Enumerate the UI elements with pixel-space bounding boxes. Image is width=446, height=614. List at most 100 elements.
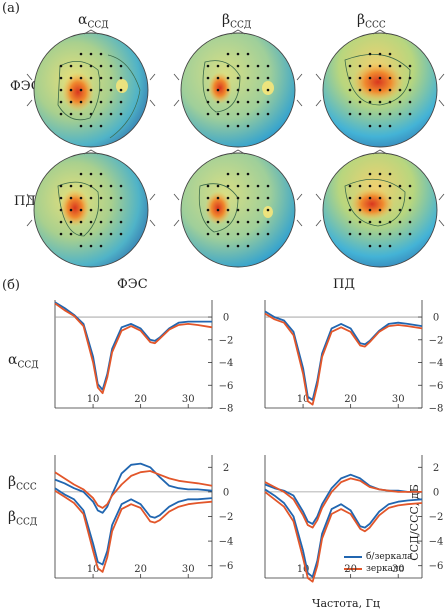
electrode-dot (246, 232, 250, 236)
y-tick-label: 2 (223, 463, 229, 474)
electrode-dot (89, 100, 93, 104)
electrode-dot (216, 232, 220, 236)
electrode-dot (408, 100, 412, 104)
electrode-dot (236, 52, 240, 56)
electrode-dot (358, 100, 362, 104)
electrode-dot (109, 88, 113, 92)
electrode-dot (408, 64, 412, 68)
chart-panel-1: 10 20 30 0 −2 −4 −6 −8 (54, 300, 234, 415)
electrode-dot (109, 208, 113, 212)
electrode-dot (266, 220, 270, 224)
electrode-dot (109, 100, 113, 104)
topomap-col-title-2: βССД (222, 12, 251, 31)
electrode-dot (226, 112, 230, 116)
electrode-dot (408, 220, 412, 224)
electrode-dot (388, 112, 392, 116)
x-tick-label: 30 (392, 564, 405, 575)
electrode-dot (236, 100, 240, 104)
electrode-dot (99, 220, 103, 224)
chart-col-title-1: ФЭС (117, 277, 148, 292)
x-axis-label: Частота, Гц (312, 597, 380, 610)
electrode-dot (99, 232, 103, 236)
electrode-dot (89, 52, 93, 56)
y-tick-label: 0 (433, 487, 439, 498)
series-line (54, 487, 213, 566)
electrode-dot (59, 184, 63, 188)
y-tick-label: −2 (219, 335, 234, 346)
electrode-dot (236, 220, 240, 224)
electrode-dot (59, 64, 63, 68)
electrode-dot (59, 196, 63, 200)
y-tick-label: −6 (219, 561, 234, 572)
legend-label-no-mirror: б/зеркала (366, 552, 413, 562)
row-top-subscript: ССД (17, 360, 39, 371)
electrode-dot (79, 184, 83, 188)
electrode-dot (59, 220, 63, 224)
electrode-dot (69, 196, 73, 200)
electrode-dot (348, 208, 352, 212)
electrode-dot (59, 112, 63, 116)
electrode-dot (206, 196, 210, 200)
electrode-dot (246, 112, 250, 116)
electrode-dot (256, 76, 260, 80)
electrode-dot (348, 184, 352, 188)
topomap-pd-alpha-ssd (33, 152, 149, 268)
col3-symbol: β (357, 12, 366, 28)
electrode-dot (358, 76, 362, 80)
electrode-dot (79, 76, 83, 80)
electrode-dot (59, 208, 63, 212)
electrode-dot (89, 196, 93, 200)
electrode-dot (368, 88, 372, 92)
electrode-dot (109, 184, 113, 188)
electrode-dot (348, 88, 352, 92)
electrode-dot (206, 64, 210, 68)
electrode-dot (69, 76, 73, 80)
electrode-dot (378, 52, 382, 56)
x-tick-label: 30 (182, 394, 195, 405)
electrode-dot (236, 184, 240, 188)
row-b2-symbol: β (8, 509, 17, 525)
electrode-dot (358, 112, 362, 116)
electrode-dot (89, 232, 93, 236)
electrode-dot (69, 88, 73, 92)
electrode-dot (378, 172, 382, 176)
row-b2-subscript: ССД (16, 517, 38, 528)
y-tick-label: −4 (219, 537, 234, 548)
electrode-dot (119, 184, 123, 188)
electrode-dot (388, 184, 392, 188)
electrode-dot (79, 172, 83, 176)
electrode-dot (348, 232, 352, 236)
electrode-dot (99, 64, 103, 68)
x-tick-label: 20 (344, 564, 357, 575)
electrode-dot (226, 184, 230, 188)
x-tick-label: 30 (182, 564, 195, 575)
x-tick-label: 10 (87, 564, 100, 575)
electrode-dot (226, 220, 230, 224)
electrode-dot (109, 220, 113, 224)
electrode-dot (109, 112, 113, 116)
electrode-dot (266, 208, 270, 212)
electrode-dot (119, 220, 123, 224)
topomap-col-title-3: βССС (357, 12, 386, 31)
electrode-dot (368, 124, 372, 128)
electrode-dot (358, 64, 362, 68)
electrode-dot (256, 196, 260, 200)
electrode-dot (89, 64, 93, 68)
electrode-dot (266, 64, 270, 68)
x-tick-label: 10 (297, 564, 310, 575)
electrode-dot (358, 196, 362, 200)
electrode-dot (246, 76, 250, 80)
electrode-dot (99, 52, 103, 56)
chart-col-title-2: ПД (333, 277, 355, 292)
electrode-dot (99, 112, 103, 116)
electrode-dot (408, 88, 412, 92)
electrode-dot (109, 64, 113, 68)
electrode-dot (368, 220, 372, 224)
electrode-dot (408, 232, 412, 236)
electrode-dot (226, 52, 230, 56)
electrode-dot (119, 76, 123, 80)
electrode-dot (206, 184, 210, 188)
electrode-dot (226, 208, 230, 212)
